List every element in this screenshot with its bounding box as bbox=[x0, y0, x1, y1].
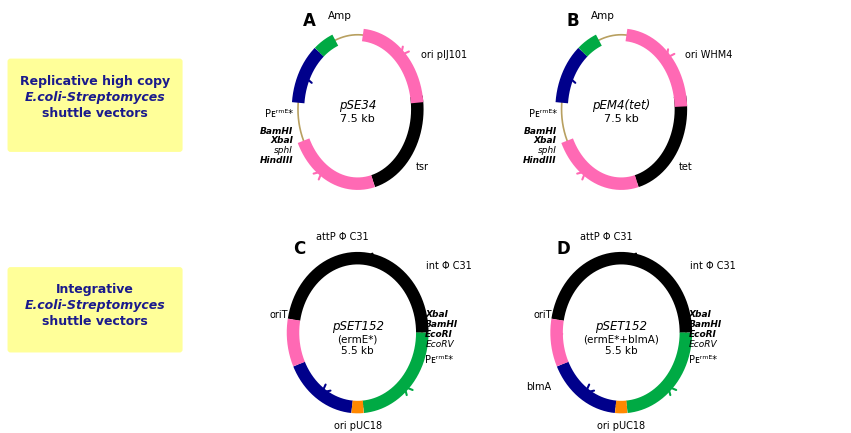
Text: XbaI: XbaI bbox=[688, 310, 712, 319]
Text: HindIII: HindIII bbox=[260, 156, 293, 165]
Text: BamHI: BamHI bbox=[426, 320, 459, 329]
Text: Pᴇʳᵐᴱ*: Pᴇʳᵐᴱ* bbox=[265, 109, 293, 119]
Text: EcoRV: EcoRV bbox=[426, 340, 454, 349]
Text: attP Φ C31: attP Φ C31 bbox=[580, 232, 632, 242]
FancyBboxPatch shape bbox=[8, 267, 183, 352]
FancyBboxPatch shape bbox=[8, 58, 183, 152]
Text: Replicative high copy: Replicative high copy bbox=[20, 75, 170, 88]
Text: shuttle vectors: shuttle vectors bbox=[43, 107, 148, 120]
Text: Amp: Amp bbox=[591, 11, 615, 21]
Text: A: A bbox=[303, 12, 316, 30]
Text: BamHI: BamHI bbox=[260, 126, 293, 136]
Text: Integrative: Integrative bbox=[56, 284, 134, 297]
Text: XbaI: XbaI bbox=[270, 136, 293, 145]
Text: blmA: blmA bbox=[527, 382, 551, 392]
Text: Pᴇʳᵐᴱ*: Pᴇʳᵐᴱ* bbox=[688, 355, 717, 365]
Text: oriT: oriT bbox=[270, 310, 288, 320]
Text: D: D bbox=[557, 240, 570, 258]
Text: pSE34: pSE34 bbox=[339, 99, 376, 112]
Text: sphI: sphI bbox=[538, 146, 557, 155]
Text: Amp: Amp bbox=[328, 11, 351, 21]
Text: tsr: tsr bbox=[415, 162, 428, 172]
Text: sphI: sphI bbox=[274, 146, 293, 155]
Text: XbaI: XbaI bbox=[534, 136, 557, 145]
Text: (ermE*): (ermE*) bbox=[338, 335, 378, 345]
Text: E.coli-Streptomyces: E.coli-Streptomyces bbox=[25, 91, 165, 104]
Text: EcoRV: EcoRV bbox=[688, 340, 717, 349]
Text: EcoRI: EcoRI bbox=[688, 330, 717, 339]
Text: tet: tet bbox=[679, 162, 693, 172]
Text: attP Φ C31: attP Φ C31 bbox=[317, 232, 369, 242]
Text: HindIII: HindIII bbox=[523, 156, 557, 165]
Text: ori WHM4: ori WHM4 bbox=[685, 50, 732, 60]
Text: XbaI: XbaI bbox=[426, 310, 448, 319]
Text: shuttle vectors: shuttle vectors bbox=[43, 315, 148, 328]
Text: pSET152: pSET152 bbox=[595, 320, 648, 333]
Text: BamHI: BamHI bbox=[688, 320, 722, 329]
Text: E.coli-Streptomyces: E.coli-Streptomyces bbox=[25, 299, 165, 312]
Text: int Φ C31: int Φ C31 bbox=[426, 261, 472, 271]
Text: B: B bbox=[567, 12, 580, 30]
Text: EcoRI: EcoRI bbox=[426, 330, 453, 339]
Text: 7.5 kb: 7.5 kb bbox=[340, 114, 375, 124]
Text: 7.5 kb: 7.5 kb bbox=[604, 114, 638, 124]
Text: C: C bbox=[293, 240, 306, 258]
Text: ori pIJ101: ori pIJ101 bbox=[421, 50, 467, 60]
Text: (ermE*+blmA): (ermE*+blmA) bbox=[583, 335, 660, 345]
Text: pSET152: pSET152 bbox=[332, 320, 384, 333]
Text: BamHI: BamHI bbox=[523, 126, 557, 136]
Text: pEM4(tet): pEM4(tet) bbox=[592, 99, 650, 112]
Text: 5.5 kb: 5.5 kb bbox=[605, 346, 637, 356]
Text: oriT: oriT bbox=[533, 310, 551, 320]
Text: ori pUC18: ori pUC18 bbox=[597, 421, 645, 431]
Text: Pᴇʳᵐᴱ*: Pᴇʳᵐᴱ* bbox=[528, 109, 557, 119]
Text: ori pUC18: ori pUC18 bbox=[334, 421, 382, 431]
Text: 5.5 kb: 5.5 kb bbox=[341, 346, 374, 356]
Text: int Φ C31: int Φ C31 bbox=[690, 261, 735, 271]
Text: Pᴇʳᵐᴱ*: Pᴇʳᵐᴱ* bbox=[426, 355, 454, 365]
